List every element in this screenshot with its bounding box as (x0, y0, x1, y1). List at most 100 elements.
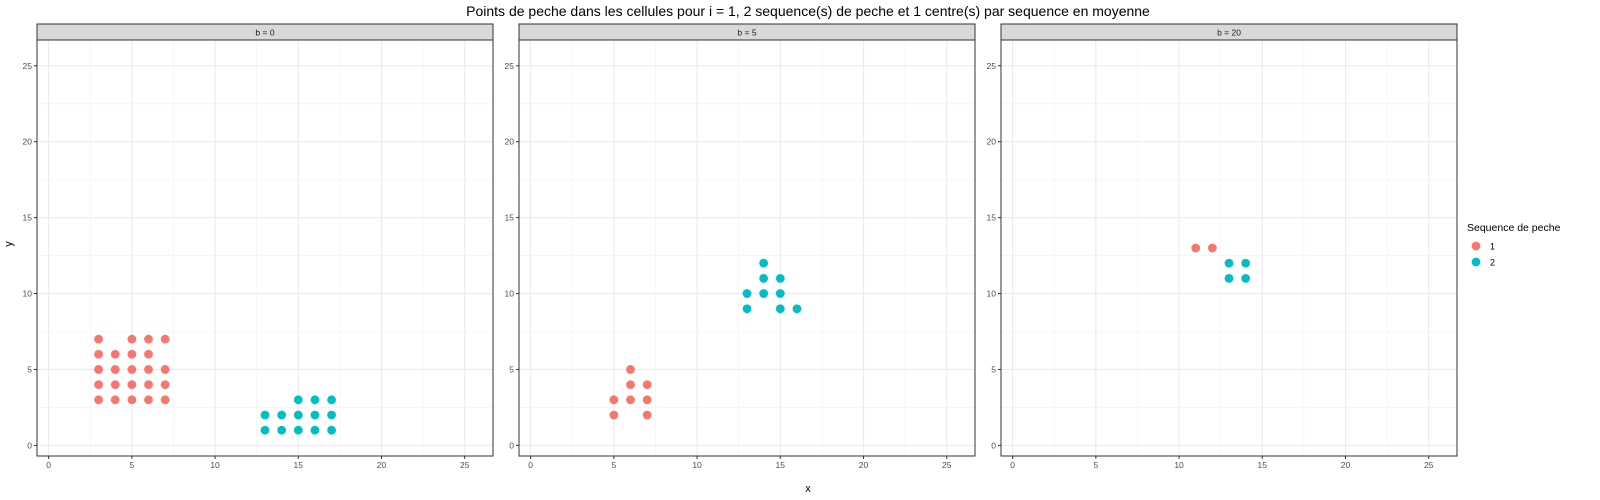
y-tick-label: 25 (987, 61, 997, 71)
data-point-series-1 (1191, 243, 1201, 253)
legend-key-1 (1471, 241, 1481, 251)
data-point-series-2 (759, 289, 769, 298)
data-point-series-1 (144, 365, 153, 374)
y-tick-label: 20 (505, 137, 515, 147)
x-tick-label: 20 (859, 460, 869, 470)
data-point-series-1 (160, 380, 170, 390)
facet-panel: b = 20 0 5 10 15 20 25 0 5 10 15 20 25 (987, 23, 1458, 470)
y-tick-label: 20 (23, 137, 33, 147)
y-tick-label: 0 (27, 440, 32, 450)
data-point-series-1 (127, 365, 137, 374)
data-point-series-1 (110, 349, 120, 359)
y-tick-label: 20 (987, 137, 997, 147)
x-tick-label: 20 (1341, 460, 1351, 470)
facet-strip-label: b = 20 (1217, 28, 1241, 38)
x-tick-label: 0 (528, 460, 533, 470)
x-tick-label: 15 (776, 460, 786, 470)
data-point-series-1 (642, 380, 652, 390)
data-point-series-1 (144, 349, 153, 359)
data-point-series-1 (110, 395, 120, 405)
data-point-series-2 (775, 289, 785, 298)
legend: Sequence de peche 1 2 (1467, 222, 1561, 268)
y-tick-label: 5 (509, 364, 514, 374)
legend-label: 1 (1490, 242, 1495, 252)
data-point-series-2 (775, 273, 785, 283)
data-point-series-2 (327, 395, 336, 405)
x-tick-label: 15 (1258, 460, 1268, 470)
data-point-series-2 (293, 395, 303, 405)
data-point-series-1 (160, 395, 170, 405)
data-point-series-1 (94, 349, 103, 359)
y-tick-label: 10 (987, 289, 997, 299)
x-tick-label: 5 (129, 460, 134, 470)
data-point-series-1 (144, 380, 153, 390)
x-tick-label: 20 (377, 460, 387, 470)
data-point-series-1 (94, 395, 103, 405)
data-point-series-1 (110, 380, 120, 390)
data-point-series-2 (792, 304, 802, 314)
legend-title: Sequence de peche (1467, 222, 1561, 234)
x-tick-label: 5 (611, 460, 616, 470)
x-tick-label: 0 (46, 460, 51, 470)
data-point-series-2 (310, 425, 320, 435)
y-tick-label: 15 (505, 213, 515, 223)
data-point-series-2 (1224, 273, 1234, 283)
data-point-series-2 (1224, 258, 1234, 268)
panel-border (1000, 39, 1458, 457)
data-point-series-1 (94, 334, 103, 344)
data-point-series-2 (327, 425, 336, 435)
x-tick-label: 10 (210, 460, 220, 470)
data-point-series-1 (127, 380, 137, 390)
data-point-series-2 (742, 304, 752, 314)
x-tick-label: 0 (1010, 460, 1015, 470)
data-point-series-1 (144, 334, 153, 344)
y-tick-label: 15 (987, 213, 997, 223)
data-point-series-2 (277, 425, 287, 435)
plot-background (1001, 40, 1457, 456)
y-axis-title: y (3, 241, 15, 247)
y-tick-label: 25 (505, 61, 515, 71)
legend-label: 2 (1490, 258, 1495, 268)
chart-title: Points de peche dans les cellules pour i… (466, 3, 1150, 19)
panel-border (518, 39, 976, 457)
plot-background (37, 40, 493, 456)
data-point-series-1 (609, 395, 619, 405)
data-point-series-2 (327, 410, 336, 420)
data-point-series-1 (626, 395, 635, 405)
data-point-series-2 (260, 410, 270, 420)
data-point-series-1 (609, 410, 619, 420)
data-point-series-1 (127, 395, 137, 405)
data-point-series-1 (160, 365, 170, 374)
data-point-series-1 (160, 334, 170, 344)
data-point-series-1 (642, 410, 652, 420)
y-tick-label: 10 (23, 289, 33, 299)
data-point-series-1 (110, 365, 120, 374)
y-tick-label: 0 (991, 440, 996, 450)
facet-panel: b = 5 0 5 10 15 20 25 0 5 10 15 20 25 (505, 23, 976, 470)
plot-background (519, 40, 975, 456)
data-point-series-2 (1241, 273, 1251, 283)
x-tick-label: 25 (942, 460, 952, 470)
data-point-series-1 (642, 395, 652, 405)
y-tick-label: 5 (991, 364, 996, 374)
data-point-series-2 (310, 410, 320, 420)
data-point-series-2 (759, 273, 769, 283)
y-tick-label: 25 (23, 61, 33, 71)
data-point-series-2 (759, 258, 769, 268)
x-tick-label: 15 (294, 460, 304, 470)
x-tick-label: 25 (1424, 460, 1434, 470)
data-point-series-2 (1241, 258, 1251, 268)
data-point-series-1 (127, 349, 137, 359)
facet-panel: b = 0 0 5 10 15 20 25 0 5 10 15 20 25 (23, 23, 494, 470)
data-point-series-2 (277, 410, 287, 420)
data-point-series-2 (775, 304, 785, 314)
data-point-series-1 (94, 380, 103, 390)
legend-key-2 (1471, 257, 1481, 267)
y-tick-label: 10 (505, 289, 515, 299)
data-point-series-1 (94, 365, 103, 374)
y-tick-label: 0 (509, 440, 514, 450)
x-tick-label: 10 (692, 460, 702, 470)
x-tick-label: 25 (460, 460, 470, 470)
x-tick-label: 10 (1174, 460, 1184, 470)
